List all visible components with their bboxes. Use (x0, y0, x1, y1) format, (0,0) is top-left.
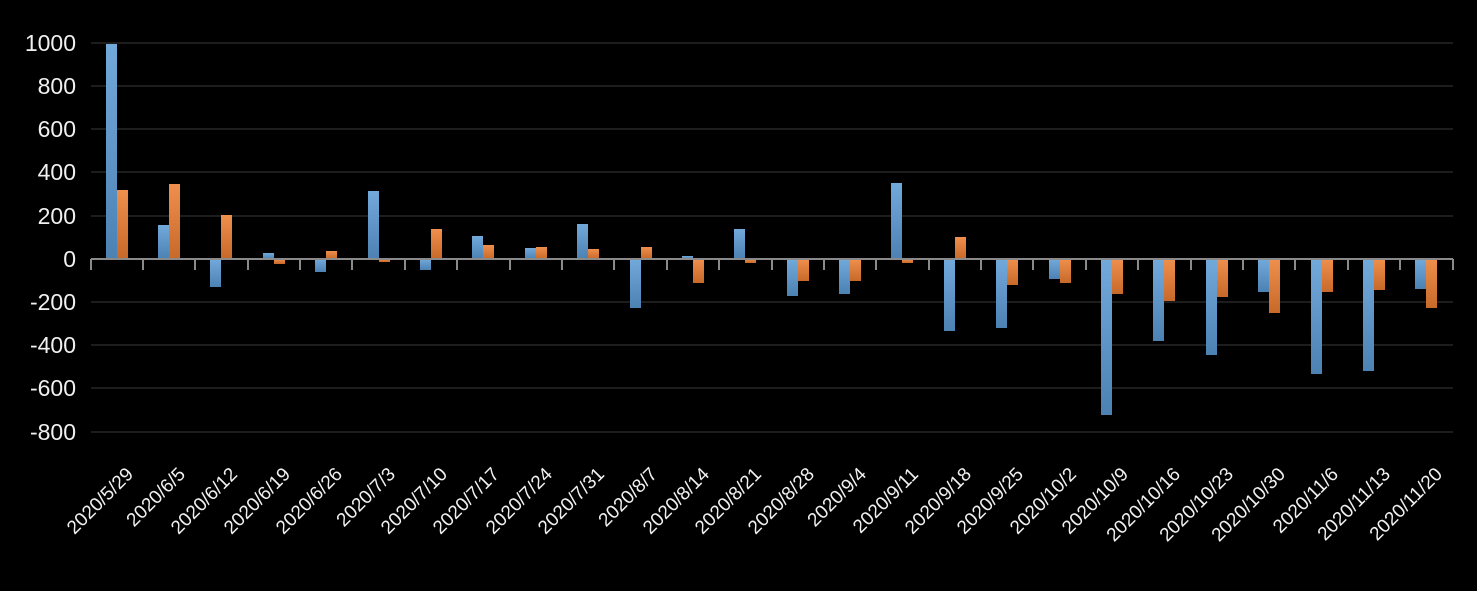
bar-series_blue-2020-10-9 (1101, 258, 1112, 416)
bar-series_blue-2020-7-10 (420, 258, 431, 270)
axis-tick (246, 258, 249, 270)
gridline-400 (90, 171, 1453, 174)
gridline--600 (90, 387, 1453, 390)
axis-tick (665, 258, 668, 270)
axis-tick (89, 258, 92, 270)
y-axis-label: 1000 (24, 29, 76, 56)
bar-series_orange-2020-10-9 (1112, 258, 1123, 295)
axis-tick (456, 258, 459, 270)
gridline-200 (90, 214, 1453, 217)
bar-series_orange-2020-8-21 (745, 258, 757, 264)
axis-tick (1399, 258, 1402, 270)
axis-tick (194, 258, 197, 270)
bar-series_orange-2020-8-28 (797, 258, 809, 282)
axis-tick (351, 258, 354, 270)
bar-series_orange-2020-10-30 (1269, 258, 1281, 313)
bar-series_blue-2020-6-19 (262, 253, 274, 259)
bar-series_orange-2020-11-6 (1321, 258, 1333, 293)
y-axis-label: -400 (29, 332, 76, 359)
axis-tick (560, 258, 563, 270)
bar-series_orange-2020-7-17 (483, 244, 495, 259)
bar-series_orange-2020-6-5 (169, 184, 181, 259)
axis-tick (927, 258, 930, 270)
bar-series_blue-2020-6-12 (210, 258, 222, 287)
bar-series_blue-2020-10-16 (1153, 258, 1165, 341)
bar-series_blue-2020-10-30 (1258, 258, 1270, 293)
gridline--400 (90, 344, 1453, 347)
bar-series_blue-2020-9-18 (943, 258, 955, 332)
axis-tick (1451, 258, 1454, 270)
bar-series_blue-2020-7-3 (367, 190, 379, 259)
bar-series_blue-2020-5-29 (105, 43, 117, 259)
axis-tick (822, 258, 825, 270)
axis-tick (613, 258, 616, 270)
gridline--800 (90, 430, 1453, 433)
bar-series_orange-2020-7-3 (378, 258, 390, 263)
bar-series_orange-2020-6-26 (326, 251, 338, 259)
gridline-1000 (90, 41, 1453, 44)
axis-tick (1294, 258, 1297, 270)
bar-series_orange-2020-9-18 (954, 237, 966, 259)
axis-tick (403, 258, 406, 270)
y-axis-label: 0 (63, 245, 76, 272)
axis-tick (1084, 258, 1087, 270)
bar-series_orange-2020-10-23 (1216, 258, 1228, 297)
axis-tick (718, 258, 721, 270)
axis-tick (875, 258, 878, 270)
bar-series_blue-2020-11-6 (1310, 258, 1322, 375)
bar-series_blue-2020-7-17 (472, 236, 484, 259)
gridline-600 (90, 128, 1453, 131)
bar-series_blue-2020-7-31 (577, 224, 589, 259)
bar-series_orange-2020-6-12 (221, 214, 233, 259)
bar-series_orange-2020-9-25 (1007, 258, 1019, 285)
axis-tick (1346, 258, 1349, 270)
y-axis-label: 600 (37, 116, 76, 143)
bar-series_orange-2020-8-14 (692, 258, 704, 283)
gridline-800 (90, 85, 1453, 87)
axis-tick (1189, 258, 1192, 270)
axis-tick (1032, 258, 1035, 270)
bar-series_blue-2020-6-5 (158, 225, 170, 259)
bar-series_orange-2020-11-13 (1373, 258, 1385, 291)
bar-series_blue-2020-10-23 (1205, 258, 1217, 355)
bar-series_blue-2020-7-24 (524, 248, 536, 259)
axis-tick (141, 258, 144, 270)
y-axis-label: 800 (37, 73, 76, 99)
bar-series_blue-2020-6-26 (315, 258, 327, 272)
y-axis-label: -200 (29, 289, 76, 315)
bar-series_blue-2020-8-28 (786, 258, 798, 296)
bar-series_orange-2020-7-31 (588, 249, 600, 259)
y-axis-label: 400 (37, 159, 76, 186)
bar-series_blue-2020-8-7 (629, 258, 641, 309)
bar-series_blue-2020-8-21 (734, 228, 746, 259)
axis-tick (770, 258, 773, 270)
y-axis-label: -600 (29, 375, 76, 402)
bar-series_blue-2020-11-20 (1415, 258, 1427, 290)
bar-series_blue-2020-11-13 (1362, 258, 1374, 372)
y-axis-label: -800 (29, 418, 76, 445)
bar-series_orange-2020-6-19 (273, 258, 285, 265)
bar-series_orange-2020-11-20 (1426, 258, 1438, 309)
bar-series_blue-2020-10-2 (1048, 258, 1060, 280)
bar-series_blue-2020-9-25 (996, 258, 1008, 328)
bar-series_orange-2020-7-24 (535, 246, 547, 259)
axis-tick (299, 258, 302, 270)
bar-series_orange-2020-9-11 (902, 258, 914, 264)
bar-series_blue-2020-8-14 (681, 255, 693, 259)
bar-series_orange-2020-10-2 (1059, 258, 1071, 283)
bar-series_orange-2020-10-16 (1164, 258, 1176, 301)
axis-tick (980, 258, 983, 270)
bar-series_blue-2020-9-4 (839, 258, 851, 295)
bar-series_orange-2020-9-4 (850, 258, 862, 282)
bar-series_orange-2020-7-10 (431, 228, 442, 259)
axis-tick (1137, 258, 1140, 270)
gridline--200 (90, 301, 1453, 303)
bar-series_orange-2020-8-7 (640, 246, 652, 259)
bar-series_orange-2020-5-29 (116, 189, 128, 259)
axis-tick (1241, 258, 1244, 270)
bar-series_blue-2020-9-11 (891, 183, 903, 259)
y-axis-label: 200 (37, 202, 76, 229)
axis-tick (508, 258, 511, 270)
